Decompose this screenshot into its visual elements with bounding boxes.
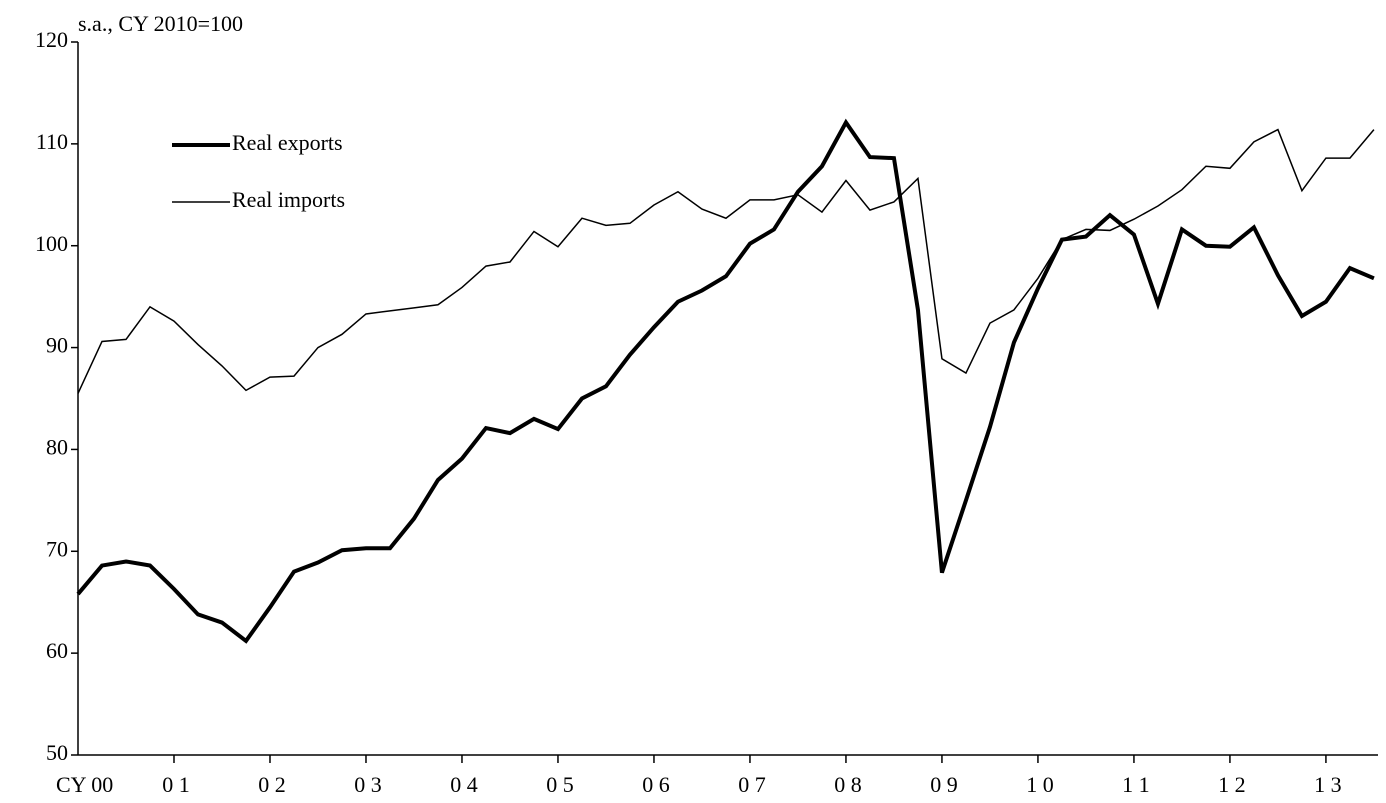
y-tick-label: 50 [46, 740, 68, 765]
y-tick-label: 120 [35, 27, 68, 52]
y-tick-label: 70 [46, 536, 68, 561]
y-axis-unit: s.a., CY 2010=100 [78, 11, 243, 36]
y-tick-label: 90 [46, 333, 68, 358]
x-tick-label: 1 2 [1218, 772, 1246, 797]
x-tick-label: 0 3 [354, 772, 382, 797]
legend-label: Real exports [232, 130, 343, 155]
y-tick-label: 80 [46, 434, 68, 459]
x-tick-label: 0 9 [930, 772, 958, 797]
line-series [76, 118, 1375, 644]
x-tick-label: 1 0 [1026, 772, 1054, 797]
x-tick-label: CY 00 [56, 772, 113, 797]
x-tick-label: 0 1 [162, 772, 190, 797]
x-tick-label: 0 5 [546, 772, 574, 797]
y-tick-label: 60 [46, 638, 68, 663]
x-tick-label: 0 4 [450, 772, 478, 797]
y-tick-label: 110 [36, 129, 68, 154]
x-tick-label: 0 6 [642, 772, 670, 797]
x-tick-label: 1 1 [1122, 772, 1150, 797]
x-tick-label: 0 2 [258, 772, 286, 797]
x-tick-label: 0 7 [738, 772, 766, 797]
legend-label: Real imports [232, 187, 345, 212]
y-tick-label: 100 [35, 231, 68, 256]
x-tick-label: 0 8 [834, 772, 862, 797]
x-tick-label: 1 3 [1314, 772, 1342, 797]
line-series [77, 128, 1375, 394]
